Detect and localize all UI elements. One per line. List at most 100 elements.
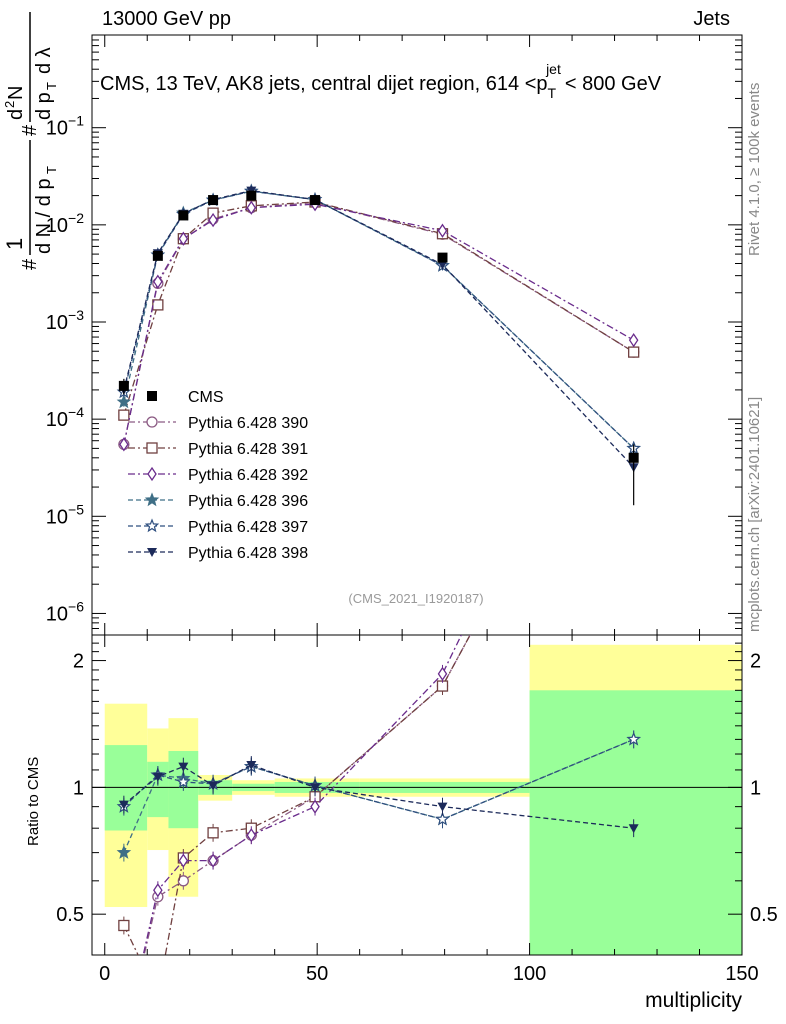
legend-marker-5 bbox=[147, 548, 157, 557]
series-point-main bbox=[246, 200, 257, 215]
x-tick-label: 100 bbox=[513, 963, 546, 985]
series-point-main bbox=[118, 409, 130, 421]
legend-marker-3 bbox=[144, 492, 160, 507]
svg-text:T: T bbox=[44, 166, 59, 174]
x-tick-label: 50 bbox=[306, 963, 328, 985]
plot-frames bbox=[91, 34, 743, 956]
cms-point bbox=[310, 195, 321, 206]
ratio-tick-label-left: 2 bbox=[73, 651, 84, 673]
cms-data-points bbox=[118, 190, 639, 506]
series-point-main bbox=[208, 212, 218, 228]
band-inner-7 bbox=[529, 690, 742, 955]
x-axis-label: multiplicity bbox=[645, 989, 742, 1012]
series-point-ratio bbox=[176, 774, 191, 789]
series-point-ratio bbox=[310, 799, 320, 814]
series-point-ratio bbox=[207, 827, 219, 839]
series-point-ratio bbox=[628, 824, 639, 834]
svg-text:d: d bbox=[5, 109, 27, 120]
series-point-ratio bbox=[208, 781, 219, 791]
legend: CMS Pythia 6.428 390 Pythia 6.428 391 Pythi… bbox=[128, 389, 308, 562]
series-point-ratio bbox=[246, 828, 257, 843]
series-line-main-2 bbox=[123, 203, 635, 445]
series-line-main-4 bbox=[123, 190, 635, 449]
y-tick-label: 10−4 bbox=[46, 404, 84, 431]
series-point-ratio bbox=[208, 853, 218, 868]
series-line-ratio-1 bbox=[123, 635, 471, 955]
svg-text:1: 1 bbox=[2, 238, 27, 250]
series-point-ratio bbox=[246, 761, 257, 771]
series-point-ratio bbox=[437, 802, 448, 812]
series-point-ratio bbox=[178, 853, 189, 868]
svg-text:#: # bbox=[19, 258, 41, 270]
series-line-main-5 bbox=[123, 189, 635, 468]
ratio-panel-series bbox=[116, 274, 641, 1001]
x-tick-label: 0 bbox=[99, 963, 110, 985]
series-line-main-0 bbox=[123, 201, 635, 445]
cms-point bbox=[178, 210, 189, 221]
x-tick-label: 150 bbox=[725, 963, 758, 985]
series-point-ratio bbox=[177, 875, 189, 887]
chart-title: CMS, 13 TeV, AK8 jets, central dijet reg… bbox=[100, 61, 662, 101]
main-y-axis-label: # 1 d N / d p T # d2N d p Td λ bbox=[2, 12, 59, 270]
ratio-uncertainty-bands bbox=[104, 644, 742, 955]
cms-point bbox=[246, 190, 257, 201]
series-point-ratio bbox=[310, 783, 321, 793]
series-point-ratio bbox=[626, 731, 641, 746]
svg-text:d λ: d λ bbox=[33, 47, 55, 74]
series-point-main bbox=[628, 346, 640, 358]
ratio-y-axis-label: Ratio to CMS bbox=[25, 757, 42, 846]
svg-text:2: 2 bbox=[2, 101, 17, 108]
header-observable-label: Jets bbox=[693, 8, 730, 30]
ratio-tick-label-left: 0.5 bbox=[56, 904, 84, 926]
svg-text:d p: d p bbox=[33, 92, 55, 120]
series-point-ratio bbox=[118, 919, 130, 932]
legend-label-3: Pythia 6.428 396 bbox=[188, 493, 308, 510]
series-point-ratio bbox=[630, 274, 638, 286]
series-point-ratio bbox=[178, 762, 189, 772]
legend-label-0: Pythia 6.428 390 bbox=[188, 415, 308, 432]
ratio-panel-frame bbox=[91, 634, 743, 956]
y-tick-label: 10−1 bbox=[46, 113, 84, 140]
series-point-ratio bbox=[116, 844, 132, 859]
chart-title-main: CMS, 13 TeV, AK8 jets, central dijet reg… bbox=[100, 73, 548, 95]
cms-point bbox=[628, 452, 639, 463]
cms-point bbox=[437, 252, 448, 263]
svg-text:#: # bbox=[19, 124, 41, 136]
legend-marker-0 bbox=[146, 416, 158, 428]
y-tick-label: 10−2 bbox=[46, 210, 84, 237]
series-line-main-1 bbox=[123, 201, 635, 416]
chart-title-sub: T bbox=[548, 85, 557, 101]
legend-label-2: Pythia 6.428 392 bbox=[188, 467, 308, 484]
legend-marker-4 bbox=[144, 518, 160, 533]
series-point-ratio bbox=[153, 883, 163, 898]
legend-marker-2 bbox=[147, 466, 157, 482]
legend-marker-1 bbox=[146, 442, 158, 454]
ratio-tick-label-right: 0.5 bbox=[750, 904, 778, 926]
cms-point bbox=[118, 380, 129, 391]
legend-label-cms: CMS bbox=[188, 389, 224, 406]
svg-text:N: N bbox=[5, 86, 27, 100]
series-point-main bbox=[152, 299, 164, 311]
series-point-ratio bbox=[437, 666, 448, 682]
header-process-label: 13000 GeV pp bbox=[102, 8, 231, 30]
series-point-main bbox=[437, 223, 448, 238]
series-point-main bbox=[437, 260, 448, 270]
series-point-main bbox=[628, 333, 639, 348]
y-tick-label: 10−6 bbox=[46, 598, 84, 625]
series-point-ratio bbox=[435, 811, 450, 826]
svg-text:T: T bbox=[44, 82, 59, 90]
legend-label-4: Pythia 6.428 397 bbox=[188, 519, 308, 536]
y-tick-label: 10−5 bbox=[46, 501, 84, 528]
legend-label-1: Pythia 6.428 391 bbox=[188, 441, 308, 458]
series-line-main-3 bbox=[123, 190, 635, 449]
series-point-ratio bbox=[153, 991, 163, 1001]
series-point-ratio bbox=[152, 772, 163, 782]
ratio-tick-label-right: 2 bbox=[750, 651, 761, 673]
legend-label-5: Pythia 6.428 398 bbox=[188, 545, 308, 562]
series-point-main bbox=[178, 231, 189, 246]
cms-point bbox=[152, 250, 163, 261]
series-line-ratio-2 bbox=[142, 635, 463, 955]
series-point-ratio bbox=[118, 800, 129, 810]
ratio-tick-label-left: 1 bbox=[73, 777, 84, 799]
